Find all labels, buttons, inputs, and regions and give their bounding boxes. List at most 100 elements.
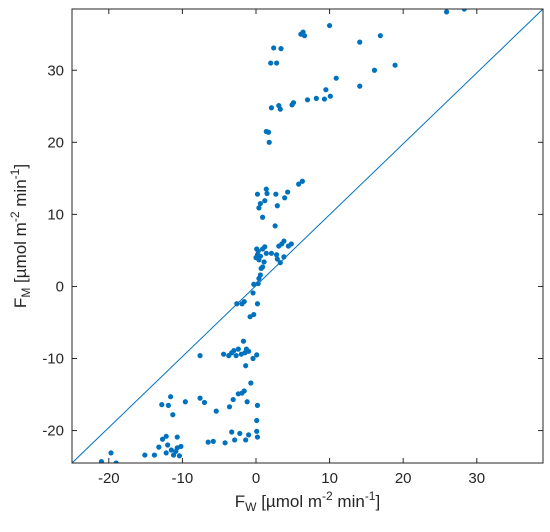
data-point <box>290 100 297 106</box>
data-point <box>168 394 174 400</box>
y-tick-label: 10 <box>47 206 64 223</box>
x-axis-label: FW [µmol m-2 min-1] <box>235 489 380 514</box>
data-point <box>205 439 211 445</box>
data-point <box>226 404 233 410</box>
data-point <box>263 186 269 192</box>
data-point <box>257 200 263 207</box>
y-axis-label-sup2: -1 <box>8 168 22 179</box>
data-point <box>271 45 277 51</box>
data-point <box>233 353 239 359</box>
data-point <box>262 198 268 204</box>
data-point <box>230 396 236 403</box>
data-points-layer <box>98 9 467 463</box>
data-point <box>235 346 241 352</box>
data-point <box>251 281 257 287</box>
y-axis-label-unit-pre: [µmol m <box>11 222 30 288</box>
data-point <box>273 60 280 66</box>
data-point <box>257 253 263 259</box>
data-point <box>182 399 188 405</box>
data-point <box>278 46 284 52</box>
data-point <box>299 178 305 184</box>
data-point <box>327 93 333 99</box>
data-point <box>254 301 261 307</box>
x-axis-label-unit-mid: min <box>333 492 365 511</box>
data-point <box>229 429 235 435</box>
data-point <box>261 259 267 265</box>
x-tick-label: 0 <box>252 470 260 487</box>
data-point <box>262 244 268 250</box>
plot-frame <box>71 8 544 464</box>
y-axis-label-unit-post: ] <box>11 164 30 169</box>
data-point <box>254 402 261 408</box>
data-point <box>273 191 279 197</box>
data-point <box>234 301 240 307</box>
data-point <box>282 195 288 201</box>
x-axis-label-sup2: -1 <box>365 489 376 503</box>
data-point <box>98 458 105 463</box>
data-point <box>260 214 266 220</box>
y-axis-label-sup1: -2 <box>8 211 22 222</box>
x-tick-label: 10 <box>321 470 338 487</box>
data-point <box>113 460 119 463</box>
data-point <box>281 238 287 244</box>
data-point <box>237 430 243 437</box>
data-point <box>254 417 260 424</box>
data-point <box>371 67 378 73</box>
data-point <box>273 252 280 258</box>
data-point <box>357 83 363 89</box>
data-point <box>304 97 311 103</box>
data-point <box>232 437 238 443</box>
data-point <box>257 272 263 278</box>
data-point <box>156 444 162 450</box>
data-point <box>240 338 247 344</box>
x-tick-label: 20 <box>395 470 412 487</box>
data-point <box>243 363 249 369</box>
data-point <box>170 412 176 418</box>
y-axis-label-base: F <box>11 298 30 308</box>
x-tick-label: -10 <box>172 470 194 487</box>
y-tick-label: 0 <box>56 278 64 295</box>
data-point <box>281 254 287 260</box>
data-point <box>326 22 333 29</box>
data-point <box>333 75 339 81</box>
data-point <box>174 434 180 440</box>
x-tick-label: -20 <box>98 470 120 487</box>
data-point <box>197 353 203 359</box>
data-point <box>246 348 252 354</box>
x-axis-label-sup1: -2 <box>322 489 333 503</box>
data-point <box>268 250 275 256</box>
data-point <box>254 246 260 252</box>
data-point <box>265 129 272 135</box>
data-point <box>151 452 158 458</box>
y-tick-label: 30 <box>47 62 64 79</box>
data-point <box>266 139 272 145</box>
data-point <box>461 9 467 12</box>
data-point <box>268 105 275 111</box>
data-point <box>256 205 262 211</box>
data-point <box>263 250 269 256</box>
y-axis-label: FM [µmol m-2 min-1] <box>8 164 33 308</box>
ticks-layer: -20 -10 0 10 20 30 -20 -10 0 10 20 30 <box>42 9 543 487</box>
x-axis-label-base: F <box>235 492 245 511</box>
data-point <box>250 290 256 296</box>
data-point <box>254 191 261 197</box>
data-point <box>241 298 247 305</box>
data-point <box>272 223 278 229</box>
data-point <box>178 443 184 450</box>
y-tick-label: -20 <box>42 423 64 440</box>
data-point <box>274 256 280 262</box>
data-point <box>108 450 114 456</box>
data-point <box>246 432 252 438</box>
data-point <box>288 241 294 247</box>
data-point <box>443 9 450 15</box>
data-point <box>321 96 328 102</box>
data-point <box>221 351 227 357</box>
data-point <box>159 436 166 442</box>
data-point <box>392 62 398 68</box>
data-point <box>201 399 208 406</box>
data-point <box>264 190 270 197</box>
data-point <box>222 440 228 446</box>
data-point <box>165 402 172 408</box>
x-axis-label-unit-post: ] <box>375 492 380 511</box>
